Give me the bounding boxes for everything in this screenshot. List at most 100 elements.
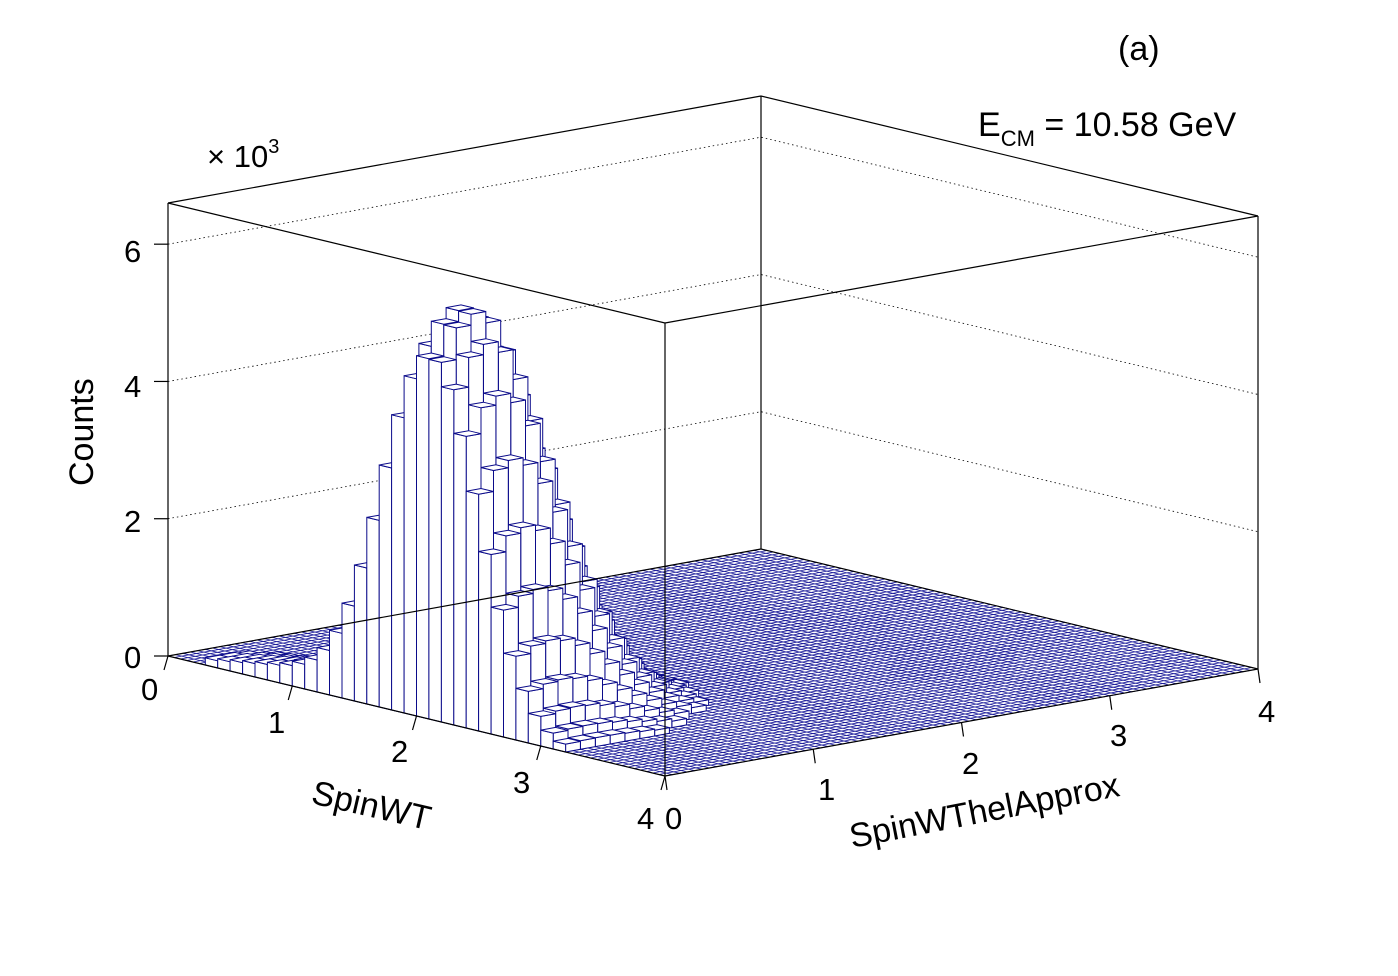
x-tick-mark (163, 655, 169, 671)
histogram-bars (204, 304, 710, 753)
bar-face (416, 352, 444, 360)
floor-grid-line (609, 655, 1203, 763)
floor-grid-line (596, 652, 1190, 760)
bar-face (520, 583, 549, 591)
floor-grid-line (646, 664, 1240, 772)
floor-grid-line (584, 649, 1178, 757)
frame-edge (760, 95, 1259, 217)
frame-edge (664, 215, 1259, 324)
z-exponent-prefix: × 10 (207, 139, 268, 174)
z-tick-label: 2 (124, 504, 141, 539)
bar-face (378, 464, 393, 711)
x-tick-mark (411, 715, 418, 731)
bar-face (441, 383, 469, 391)
y-tick-mark (1257, 668, 1261, 684)
bar-face (366, 516, 380, 708)
floor-grid-line (612, 575, 1110, 697)
floor-grid-line (642, 570, 1140, 691)
bar-face (329, 629, 343, 699)
floor-grid-line (738, 552, 1236, 674)
bar-face (503, 652, 517, 741)
floor-grid-line (621, 658, 1215, 766)
bar-face (458, 307, 486, 315)
z-exponent-label: × 103 (207, 136, 279, 174)
y-tick-label: 2 (962, 746, 979, 781)
floor-grid-line (664, 565, 1162, 687)
bar-face (503, 650, 531, 657)
bar-face (478, 548, 507, 556)
y-tick-mark (1109, 695, 1113, 710)
x-tick-label: 0 (141, 672, 158, 707)
floor-grid-line (753, 549, 1251, 671)
frame-edge (167, 548, 762, 657)
floor-grid-line (627, 659, 1221, 768)
floor-grid-line (723, 555, 1222, 677)
bar-face (567, 734, 596, 742)
z-grid-line (167, 274, 1259, 395)
floor-grid-line (620, 574, 1118, 695)
bar-face (428, 358, 442, 723)
bar-face (291, 660, 306, 690)
floor-grid-line (597, 578, 1096, 699)
bar-face (490, 603, 519, 611)
floor-grid-line (671, 564, 1170, 686)
x-tick-label: 2 (391, 734, 408, 769)
floor-grid-line (575, 582, 1073, 703)
bar-face (304, 656, 318, 693)
bar-face (508, 521, 536, 529)
bar-face (341, 602, 355, 702)
floor-grid-line (568, 583, 1066, 705)
floor-grid-line (538, 588, 1036, 710)
bar-face (316, 646, 330, 696)
z-grid-line (167, 136, 1259, 258)
bar-face (493, 529, 521, 537)
z-tick-label: 6 (124, 234, 141, 269)
bar-face (543, 704, 571, 712)
panel-label: (a) (1118, 30, 1160, 68)
bar-face (353, 564, 368, 705)
bar-face (445, 304, 474, 312)
bar-face (466, 487, 494, 495)
y-tick-mark (664, 775, 668, 791)
z-tick-label: 4 (124, 369, 141, 404)
bar-face (532, 634, 561, 642)
bar-face (555, 722, 583, 730)
bar-face (553, 737, 581, 745)
floor-grid-line (746, 551, 1244, 673)
bar-face (557, 701, 586, 709)
floor-grid-line (701, 559, 1199, 681)
y-tick-label: 3 (1110, 718, 1127, 753)
y-tick-label: 0 (665, 801, 682, 836)
floor-grid-line (545, 587, 1044, 709)
bar-face (391, 414, 405, 714)
bar-face (428, 356, 457, 363)
energy-annotation: ECM = 10.58 GeV (978, 106, 1237, 151)
bar-face (403, 375, 417, 717)
bar-face (480, 464, 509, 472)
bar-face (453, 432, 467, 729)
bar-face (279, 661, 293, 687)
floor-grid-line (694, 560, 1192, 682)
floor-grid-line (658, 667, 1252, 775)
floor-grid-line (686, 561, 1184, 683)
bar-face (470, 338, 499, 345)
bar-face (483, 389, 511, 397)
floor-grid-line (615, 656, 1209, 765)
y-tick-mark (960, 722, 965, 737)
x-tick-mark (660, 775, 666, 791)
bar-face (530, 677, 559, 685)
energy-value: = 10.58 GeV (1035, 106, 1237, 144)
bar-face (416, 355, 430, 720)
grid-layer (167, 136, 1259, 533)
x-tick-mark (287, 685, 293, 701)
bar-face (431, 318, 459, 325)
floor-grid-line (679, 563, 1177, 685)
bar-face (478, 550, 492, 735)
floor-grid-line (605, 576, 1103, 698)
floor-grid-line (657, 567, 1155, 689)
floor-grid-line (634, 571, 1133, 693)
bar-face (518, 639, 546, 647)
bar-face (468, 401, 497, 409)
x-tick-label: 4 (637, 801, 654, 836)
